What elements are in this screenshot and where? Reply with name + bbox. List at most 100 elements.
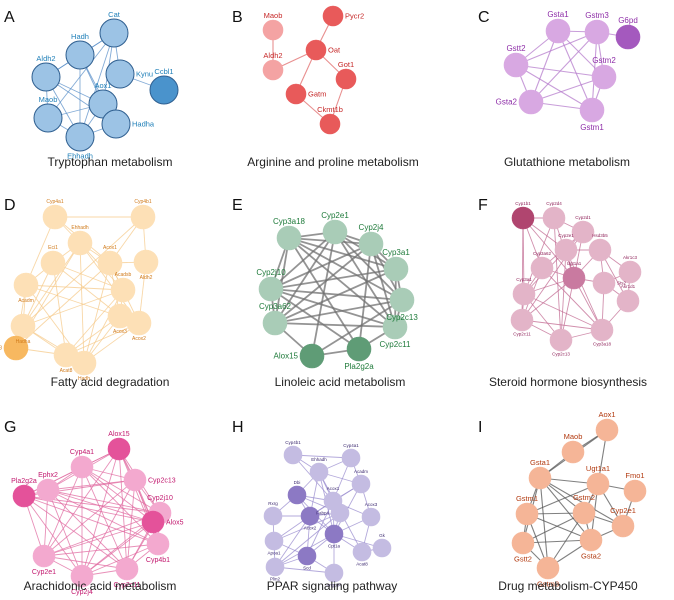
node-dbi [287, 485, 307, 505]
edge-cyp2j4-cyp2c11 [370, 243, 396, 328]
node-label-acadm: Acadm [18, 298, 34, 304]
node-cyp2e1 [32, 544, 56, 568]
edge-gstm2-gsta2 [530, 76, 605, 103]
edge-gstt2-gstm1 [515, 64, 593, 111]
edge-cyp2e1-cyp3a62 [274, 231, 336, 324]
edge-cyp3a18-cyp3a62 [274, 237, 290, 324]
node-label-cyp3a1: Cyp3a1 [516, 277, 532, 282]
node-label-aox1: Aox1 [94, 81, 111, 90]
node-label-oat: Oat [328, 46, 341, 55]
edge-cyp3a1-cyp3a18 [523, 293, 603, 331]
node-label-acox2: Acox2 [132, 336, 146, 342]
panel-title: Fatty acid degradation [51, 375, 170, 389]
node-cyp2c13 [549, 328, 573, 352]
panel-a: Cat Hadh Aldh2 Kynu Ccbl1 Aox1 Maob Hadha Ehhadh… [4, 9, 179, 169]
edge-cyp3a18-cyp2c11 [288, 237, 396, 328]
edge-cyp2c13-alox15 [311, 299, 403, 357]
node-label-dbi: Dbi [294, 480, 301, 485]
node-ehhadh [309, 462, 329, 482]
panel-b: Maob Pycr2 Oat Aldh2 Got1 Gatm Ckmt1b B Arginine… [232, 5, 419, 169]
node-labels: Cyp4a1 Cyp4b1 Ehhadh Eci1 Acox1 Aldh2 Acadm Aca… [0, 199, 153, 382]
nodes [31, 18, 179, 152]
node-gk [372, 538, 392, 558]
edge-cyp2e1-cyp3a18 [565, 249, 603, 331]
node-labels: Maob Pycr2 Oat Aldh2 Got1 Gatm Ckmt1b [263, 11, 364, 114]
node-label-aox1: Aox1 [598, 410, 615, 419]
node-label-cyp2j10: Cyp2j10 [256, 268, 286, 277]
node-label-acox2: Acox2 [304, 526, 317, 531]
edge-alox15-cyp2e1 [43, 448, 120, 557]
node-acat3 [3, 335, 29, 361]
edge-alox15-cyp2j4 [81, 448, 120, 577]
nodes [503, 18, 641, 123]
panel-title: Arachidonic acid metabolism [24, 579, 177, 593]
node-label-akr1c3: Akr1c3 [623, 255, 638, 260]
node-label-cyp2c13: Cyp2c13 [552, 352, 570, 357]
node-label-cyp4a1: Cyp4a1 [343, 443, 359, 448]
edge-ephx2-cyp2j4 [47, 489, 83, 577]
node-label-cyp3a62: Cyp3a62 [259, 302, 292, 311]
node-label-angptl4: Angptl4 [326, 583, 342, 588]
edge-cyp2c13-cyp2c11 [126, 479, 136, 570]
node-gstm1 [515, 502, 539, 526]
edge-cyp2c13-cyp2e1 [43, 479, 136, 557]
edge-alox5-cyp2e1 [43, 521, 154, 557]
node-label-aldh2: Aldh2 [36, 54, 55, 63]
node-cyp2j10 [258, 276, 284, 302]
node-ehhadh [67, 230, 93, 256]
node-label-gstt2: Gstt2 [514, 555, 532, 564]
nodes [12, 437, 172, 588]
node-hadha [101, 109, 131, 139]
node-cyp2c13 [389, 287, 415, 313]
panel-e: Cyp3a18 Cyp2e1 Cyp2j4 Cyp3a1 Cyp2j10 Cyp2c13 C… [232, 197, 418, 389]
node-gstm2 [591, 64, 617, 90]
panel-letter: D [4, 197, 16, 214]
node-cyp2j4 [358, 231, 384, 257]
node-label-gsta2: Gsta2 [581, 552, 601, 561]
node-label-cyp2j4: Cyp2j4 [359, 223, 384, 232]
edge-gsta1-gstm1 [557, 30, 593, 111]
node-rxrg [263, 506, 283, 526]
edge-cyp2e1-cyp2c11 [43, 555, 128, 570]
node-label-sts2: Sts2 [617, 281, 627, 286]
edge-cyp3a62-cyp2c11 [274, 322, 396, 328]
edge-cyp2j10-pla2g2a [270, 288, 360, 350]
node-cyp2c13 [123, 468, 147, 492]
edge-gstm3-gsta2 [530, 31, 598, 103]
nodes [263, 445, 392, 583]
edge-alox15-cyp2c11 [118, 448, 128, 570]
edge-gsta1-gsta2 [530, 30, 559, 103]
node-label-aldh2: Aldh2 [140, 275, 153, 281]
node-cat [99, 18, 129, 48]
node-label-acox3: Acox3 [113, 329, 127, 335]
node-cyp2c11 [115, 557, 139, 581]
edge-cyp4a1-cyp2e1 [43, 466, 83, 557]
panel-letter: F [478, 197, 488, 214]
edge-cat-ehhadh [79, 32, 115, 138]
edge-pla2g2a-cyp4b1 [23, 495, 159, 545]
panel-title: Linoleic acid metabolism [275, 375, 406, 389]
edge-acadsb-hadha [22, 289, 124, 327]
node-label-plin2: Plin2 [270, 577, 281, 582]
node-label-acox1: Acox1 [103, 245, 117, 251]
node-label-cyp3a1: Cyp3a1 [382, 248, 410, 257]
node-cyp4a1 [42, 204, 68, 230]
node-labels: Cyp1b1 Cyp2d4 Cyp2d1 Cyp2e1 Hsd3b5 Akr1c3 Cyp3… [513, 201, 637, 357]
node-label-cyp2j10: Cyp2j10 [147, 495, 173, 502]
node-label-alox15: Alox15 [108, 431, 130, 438]
panel-title: Steroid hormone biosynthesis [489, 375, 647, 389]
node-aox1 [595, 418, 619, 442]
edge-acadm-acadsb [25, 284, 124, 291]
node-label-kynu: Kynu [136, 70, 153, 79]
node-got1 [335, 68, 357, 90]
edge-cyp2j10-cyp2e1 [43, 512, 161, 557]
node-cyp3a1 [383, 256, 409, 282]
panel-title: Drug metabolism-CYP450 [498, 579, 638, 593]
node-gstm1 [579, 97, 605, 123]
edge-gsta1-gstm3 [539, 477, 549, 569]
node-cyp2e1 [554, 238, 578, 262]
node-pycr2 [322, 5, 344, 27]
node-alox15 [299, 343, 325, 369]
edge-cyp3a1-cyp2j10 [270, 268, 397, 290]
